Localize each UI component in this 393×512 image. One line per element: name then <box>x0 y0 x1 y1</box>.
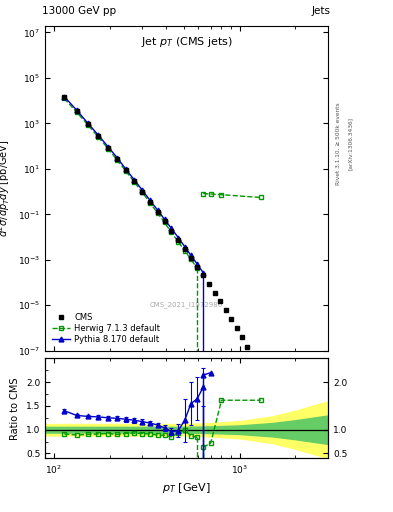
CMS <box>288 425 293 431</box>
Pythia 8.170 default <box>74 107 79 113</box>
Text: Jet $p_T$ (CMS jets): Jet $p_T$ (CMS jets) <box>141 35 233 49</box>
CMS <box>62 94 67 100</box>
Herwig 7.1.3 default <box>155 210 160 216</box>
CMS <box>176 237 181 243</box>
CMS <box>265 379 270 386</box>
Herwig 7.1.3 default <box>62 95 67 101</box>
CMS <box>162 218 167 224</box>
CMS <box>124 167 129 174</box>
CMS <box>86 121 90 127</box>
CMS <box>293 435 298 441</box>
Text: [arXiv:1306.3436]: [arXiv:1306.3436] <box>348 117 353 170</box>
Pythia 8.170 default <box>106 143 110 150</box>
CMS <box>96 133 101 139</box>
CMS <box>207 281 211 287</box>
Herwig 7.1.3 default <box>140 189 145 196</box>
Pythia 8.170 default <box>169 225 174 231</box>
Herwig 7.1.3 default <box>148 200 152 206</box>
Herwig 7.1.3 default <box>162 219 167 225</box>
Y-axis label: Ratio to CMS: Ratio to CMS <box>10 377 20 440</box>
Herwig 7.1.3 default <box>132 179 137 185</box>
Herwig 7.1.3 default <box>189 256 193 262</box>
Pythia 8.170 default <box>62 94 67 100</box>
Pythia 8.170 default <box>140 187 145 193</box>
Line: CMS: CMS <box>62 95 311 471</box>
Pythia 8.170 default <box>96 132 101 138</box>
CMS <box>245 344 250 350</box>
CMS <box>140 188 145 195</box>
CMS <box>224 307 228 313</box>
Y-axis label: $d^2\sigma/dp_Tdy$ [pb/GeV]: $d^2\sigma/dp_Tdy$ [pb/GeV] <box>0 139 13 237</box>
X-axis label: $p_T$ [GeV]: $p_T$ [GeV] <box>162 481 211 495</box>
Herwig 7.1.3 default <box>124 168 129 175</box>
CMS <box>302 455 307 461</box>
CMS <box>115 156 120 162</box>
Pythia 8.170 default <box>124 166 129 173</box>
CMS <box>284 416 288 422</box>
Pythia 8.170 default <box>195 261 200 267</box>
CMS <box>240 334 244 340</box>
CMS <box>250 353 255 359</box>
CMS <box>307 465 311 471</box>
Pythia 8.170 default <box>189 252 193 259</box>
Text: Jets: Jets <box>312 6 331 16</box>
CMS <box>274 398 279 404</box>
Pythia 8.170 default <box>182 244 187 250</box>
Text: Rivet 3.1.10, ≥ 500k events: Rivet 3.1.10, ≥ 500k events <box>336 102 341 185</box>
Herwig 7.1.3 default <box>115 157 120 163</box>
CMS <box>213 290 217 296</box>
CMS <box>189 255 193 261</box>
CMS <box>148 199 152 205</box>
Herwig 7.1.3 default <box>74 109 79 115</box>
Herwig 7.1.3 default <box>106 145 110 152</box>
CMS <box>106 145 110 151</box>
CMS <box>169 228 174 234</box>
Pythia 8.170 default <box>148 197 152 203</box>
CMS <box>182 246 187 252</box>
CMS <box>298 445 302 452</box>
CMS <box>195 264 200 270</box>
Pythia 8.170 default <box>176 234 181 241</box>
CMS <box>132 178 137 184</box>
CMS <box>155 209 160 215</box>
Pythia 8.170 default <box>115 155 120 161</box>
CMS <box>270 389 274 395</box>
CMS <box>201 272 206 278</box>
Text: CMS_2021_I1972986: CMS_2021_I1972986 <box>150 302 223 308</box>
Herwig 7.1.3 default <box>176 239 181 245</box>
CMS <box>235 325 239 331</box>
Herwig 7.1.3 default <box>96 134 101 140</box>
Pythia 8.170 default <box>162 216 167 222</box>
Line: Herwig 7.1.3 default: Herwig 7.1.3 default <box>62 96 200 271</box>
CMS <box>218 298 223 304</box>
Pythia 8.170 default <box>132 177 137 183</box>
Pythia 8.170 default <box>155 207 160 213</box>
Line: Pythia 8.170 default: Pythia 8.170 default <box>62 94 206 275</box>
Legend: CMS, Herwig 7.1.3 default, Pythia 8.170 default: CMS, Herwig 7.1.3 default, Pythia 8.170 … <box>50 310 163 347</box>
Pythia 8.170 default <box>86 120 90 126</box>
CMS <box>279 407 284 413</box>
CMS <box>260 370 265 376</box>
CMS <box>255 361 260 368</box>
Herwig 7.1.3 default <box>169 229 174 236</box>
Pythia 8.170 default <box>201 270 206 276</box>
Herwig 7.1.3 default <box>182 248 187 254</box>
CMS <box>229 316 234 322</box>
Herwig 7.1.3 default <box>195 265 200 271</box>
Herwig 7.1.3 default <box>86 122 90 128</box>
Text: 13000 GeV pp: 13000 GeV pp <box>42 6 116 16</box>
CMS <box>74 108 79 114</box>
